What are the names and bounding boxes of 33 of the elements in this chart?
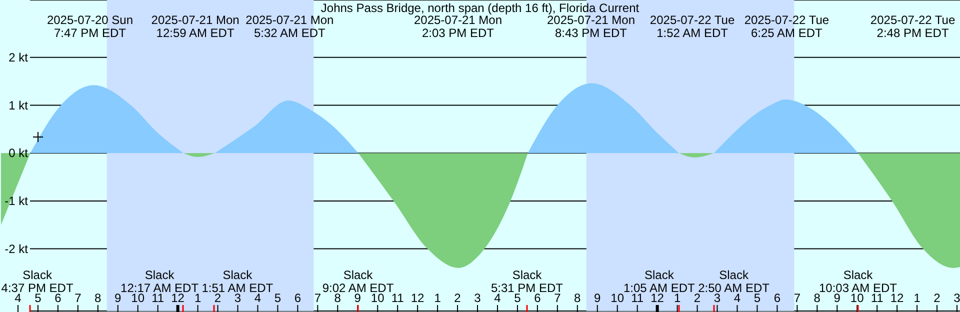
x-tick-label: 6 <box>774 291 781 305</box>
x-tick-label: 7 <box>314 291 322 305</box>
annotation: 2025-07-21 Mon 5:32 AM EDT <box>246 13 334 40</box>
x-tick-label: 7 <box>74 291 82 305</box>
chart-title: Johns Pass Bridge, north span (depth 16 ft), Florida Current <box>320 1 640 15</box>
x-tick-label: 7 <box>794 291 801 305</box>
x-tick-label: 9 <box>114 291 122 305</box>
x-tick-label: 8 <box>94 291 102 305</box>
annotation: 2025-07-21 Mon 12:59 AM EDT <box>151 13 240 40</box>
x-tick-label: 5 <box>274 291 282 305</box>
annotation: 2025-07-20 Sun 7:47 PM EDT <box>46 13 134 40</box>
y-tick-label: 1 kt <box>8 98 29 112</box>
y-tick-label: -2 kt <box>4 242 29 256</box>
x-tick-label: 3 <box>474 291 482 305</box>
x-tick-label: 2 <box>694 291 701 305</box>
x-tick-label: 10 <box>610 291 624 305</box>
x-tick-label: 1 <box>914 291 921 305</box>
annotation: 2025-07-22 Tue 2:48 PM EDT <box>870 13 956 40</box>
x-tick-label: 9 <box>594 291 602 305</box>
x-tick-label: 3 <box>954 291 960 305</box>
annotation: 2025-07-22 Tue 6:25 AM EDT <box>744 13 830 40</box>
x-tick-label: 12 <box>410 291 425 305</box>
y-tick-label: 0 kt <box>8 146 29 160</box>
annotation: 2025-07-21 Mon 8:43 PM EDT <box>546 13 636 40</box>
x-tick-label: 8 <box>814 291 821 305</box>
x-tick-label: 1 <box>434 291 442 305</box>
annotation: 2025-07-21 Mon 2:03 PM EDT <box>414 13 502 40</box>
x-tick-label: 2 <box>454 291 462 305</box>
x-tick-label: 6 <box>294 291 302 305</box>
x-tick-label: 8 <box>574 291 582 305</box>
x-tick-label: 2 <box>934 291 941 305</box>
annotation: 2025-07-22 Tue 1:52 AM EDT <box>650 13 735 40</box>
y-tick-label: 2 kt <box>8 50 29 64</box>
